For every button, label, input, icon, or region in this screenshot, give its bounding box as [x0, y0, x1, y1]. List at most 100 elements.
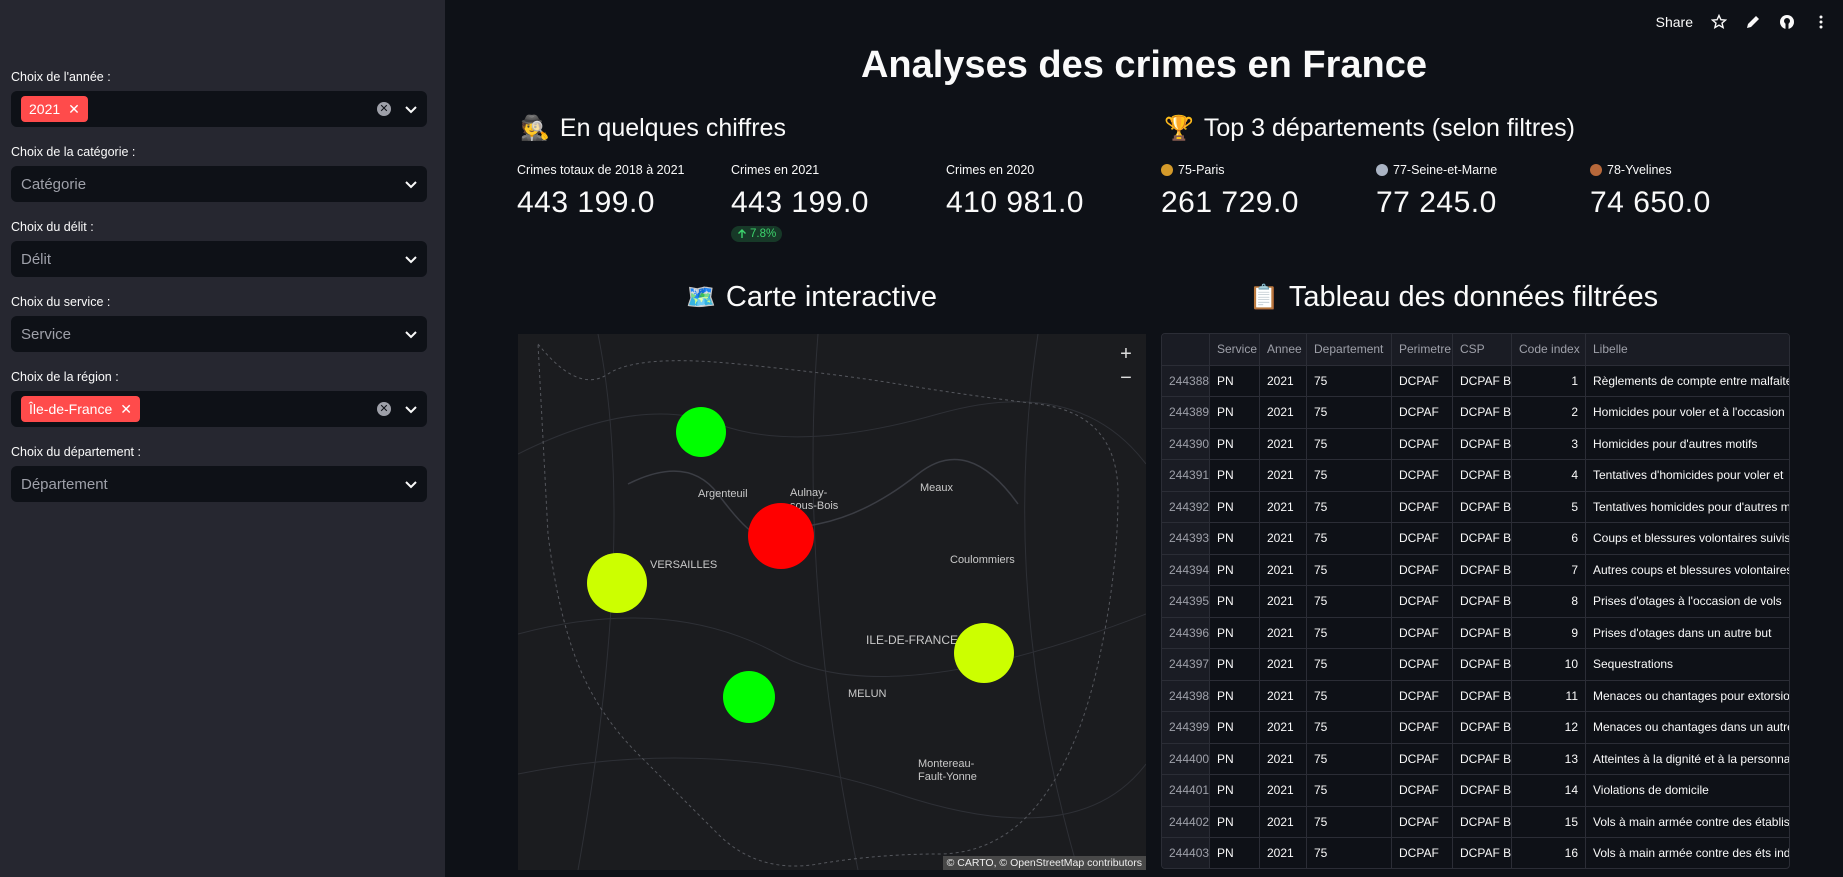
map-marker[interactable]	[676, 407, 726, 457]
table-cell[interactable]: DCPAF	[1392, 838, 1453, 868]
table-cell[interactable]: PN	[1210, 523, 1260, 554]
row-index[interactable]: 244392	[1162, 491, 1210, 522]
table-cell[interactable]: 2021	[1260, 838, 1307, 868]
table-cell[interactable]: 75	[1307, 617, 1392, 648]
table-cell[interactable]: 75	[1307, 397, 1392, 428]
table-cell[interactable]: Menaces ou chantages pour extorsio	[1593, 688, 1790, 703]
table-cell[interactable]: 13	[1512, 743, 1586, 774]
row-index[interactable]: 244396	[1162, 617, 1210, 648]
table-cell[interactable]: 75	[1307, 523, 1392, 554]
share-button[interactable]: Share	[1655, 14, 1693, 30]
table-cell[interactable]: DCPAF	[1392, 617, 1453, 648]
table-cell[interactable]: PN	[1210, 712, 1260, 743]
table-cell[interactable]: DCPAF	[1392, 428, 1453, 459]
interactive-map[interactable]: Argenteuil Aulnay- sous-Bois Meaux VERSA…	[518, 334, 1146, 870]
table-cell[interactable]: 2021	[1260, 523, 1307, 554]
row-index[interactable]: 244401	[1162, 775, 1210, 806]
row-index[interactable]: 244402	[1162, 806, 1210, 837]
table-cell[interactable]: 2021	[1260, 743, 1307, 774]
table-cell[interactable]: DCPAF	[1392, 806, 1453, 837]
table-cell[interactable]: 75	[1307, 428, 1392, 459]
table-cell[interactable]: 2021	[1260, 491, 1307, 522]
table-cell[interactable]: DCPAF BC	[1453, 491, 1512, 522]
chip-remove-icon[interactable]: ✕	[68, 100, 80, 117]
table-cell[interactable]: DCPAF BC	[1453, 428, 1512, 459]
table-cell[interactable]: Prises d'otages dans un autre but	[1593, 625, 1772, 640]
table-cell[interactable]: PN	[1210, 680, 1260, 711]
table-cell[interactable]: DCPAF BC	[1453, 586, 1512, 617]
table-cell[interactable]: 2021	[1260, 649, 1307, 680]
chevron-down-icon[interactable]	[403, 401, 419, 417]
table-cell[interactable]: 2021	[1260, 428, 1307, 459]
table-cell[interactable]: PN	[1210, 586, 1260, 617]
table-cell[interactable]: DCPAF	[1392, 649, 1453, 680]
table-cell[interactable]: DCPAF	[1392, 743, 1453, 774]
table-cell[interactable]: Tentatives homicides pour d'autres m	[1593, 499, 1790, 514]
table-cell[interactable]: 15	[1512, 806, 1586, 837]
chevron-down-icon[interactable]	[403, 251, 419, 267]
row-index[interactable]: 244397	[1162, 649, 1210, 680]
table-cell[interactable]: Vols à main armée contre des établis	[1593, 814, 1790, 829]
table-cell[interactable]: 8	[1512, 586, 1586, 617]
table-cell[interactable]: DCPAF BC	[1453, 838, 1512, 868]
table-cell[interactable]: 75	[1307, 586, 1392, 617]
row-index[interactable]: 244395	[1162, 586, 1210, 617]
annee-multiselect[interactable]: 2021 ✕ ✕	[11, 91, 427, 127]
menu-icon[interactable]	[1813, 14, 1829, 30]
table-cell[interactable]: PN	[1210, 365, 1260, 396]
clear-icon[interactable]: ✕	[377, 102, 391, 116]
table-cell[interactable]: DCPAF	[1392, 554, 1453, 585]
row-index[interactable]: 244400	[1162, 743, 1210, 774]
row-index[interactable]: 244389	[1162, 397, 1210, 428]
table-cell[interactable]: Règlements de compte entre malfaite	[1593, 373, 1790, 388]
table-cell[interactable]: 2021	[1260, 554, 1307, 585]
star-icon[interactable]	[1711, 14, 1727, 30]
delit-select[interactable]: Délit	[11, 241, 427, 277]
table-cell[interactable]: DCPAF	[1392, 775, 1453, 806]
table-cell[interactable]: 2021	[1260, 775, 1307, 806]
zoom-out-button[interactable]: −	[1120, 366, 1132, 389]
chevron-down-icon[interactable]	[403, 176, 419, 192]
column-header[interactable]: Service	[1210, 334, 1260, 365]
pencil-icon[interactable]	[1745, 14, 1761, 30]
table-cell[interactable]: DCPAF	[1392, 491, 1453, 522]
table-cell[interactable]: 75	[1307, 554, 1392, 585]
table-cell[interactable]: Homicides pour voler et à l'occasion	[1593, 405, 1785, 420]
table-cell[interactable]: DCPAF BC	[1453, 743, 1512, 774]
row-index[interactable]: 244399	[1162, 712, 1210, 743]
column-header[interactable]: Code index	[1512, 334, 1586, 365]
table-cell[interactable]: 75	[1307, 806, 1392, 837]
zoom-in-button[interactable]: +	[1120, 342, 1132, 365]
table-cell[interactable]: 75	[1307, 775, 1392, 806]
table-cell[interactable]: 75	[1307, 838, 1392, 868]
table-cell[interactable]: Atteintes à la dignité et à la personna	[1593, 751, 1790, 766]
table-cell[interactable]: 2021	[1260, 586, 1307, 617]
table-cell[interactable]: DCPAF	[1392, 586, 1453, 617]
table-cell[interactable]: DCPAF	[1392, 365, 1453, 396]
table-cell[interactable]: DCPAF BC	[1453, 523, 1512, 554]
map-marker[interactable]	[587, 553, 647, 613]
row-index[interactable]: 244391	[1162, 460, 1210, 491]
table-cell[interactable]: DCPAF BC	[1453, 680, 1512, 711]
row-index[interactable]: 244403	[1162, 838, 1210, 868]
table-cell[interactable]: DCPAF	[1392, 680, 1453, 711]
table-cell[interactable]: 75	[1307, 649, 1392, 680]
table-cell[interactable]: 6	[1512, 523, 1586, 554]
table-cell[interactable]: 11	[1512, 680, 1586, 711]
region-multiselect[interactable]: Île-de-France ✕ ✕	[11, 391, 427, 427]
table-cell[interactable]: Tentatives d'homicides pour voler et	[1593, 468, 1784, 483]
table-cell[interactable]: 3	[1512, 428, 1586, 459]
table-cell[interactable]: 2021	[1260, 365, 1307, 396]
table-cell[interactable]: 2021	[1260, 680, 1307, 711]
table-cell[interactable]: 2021	[1260, 712, 1307, 743]
column-header[interactable]: Perimetre	[1392, 334, 1453, 365]
